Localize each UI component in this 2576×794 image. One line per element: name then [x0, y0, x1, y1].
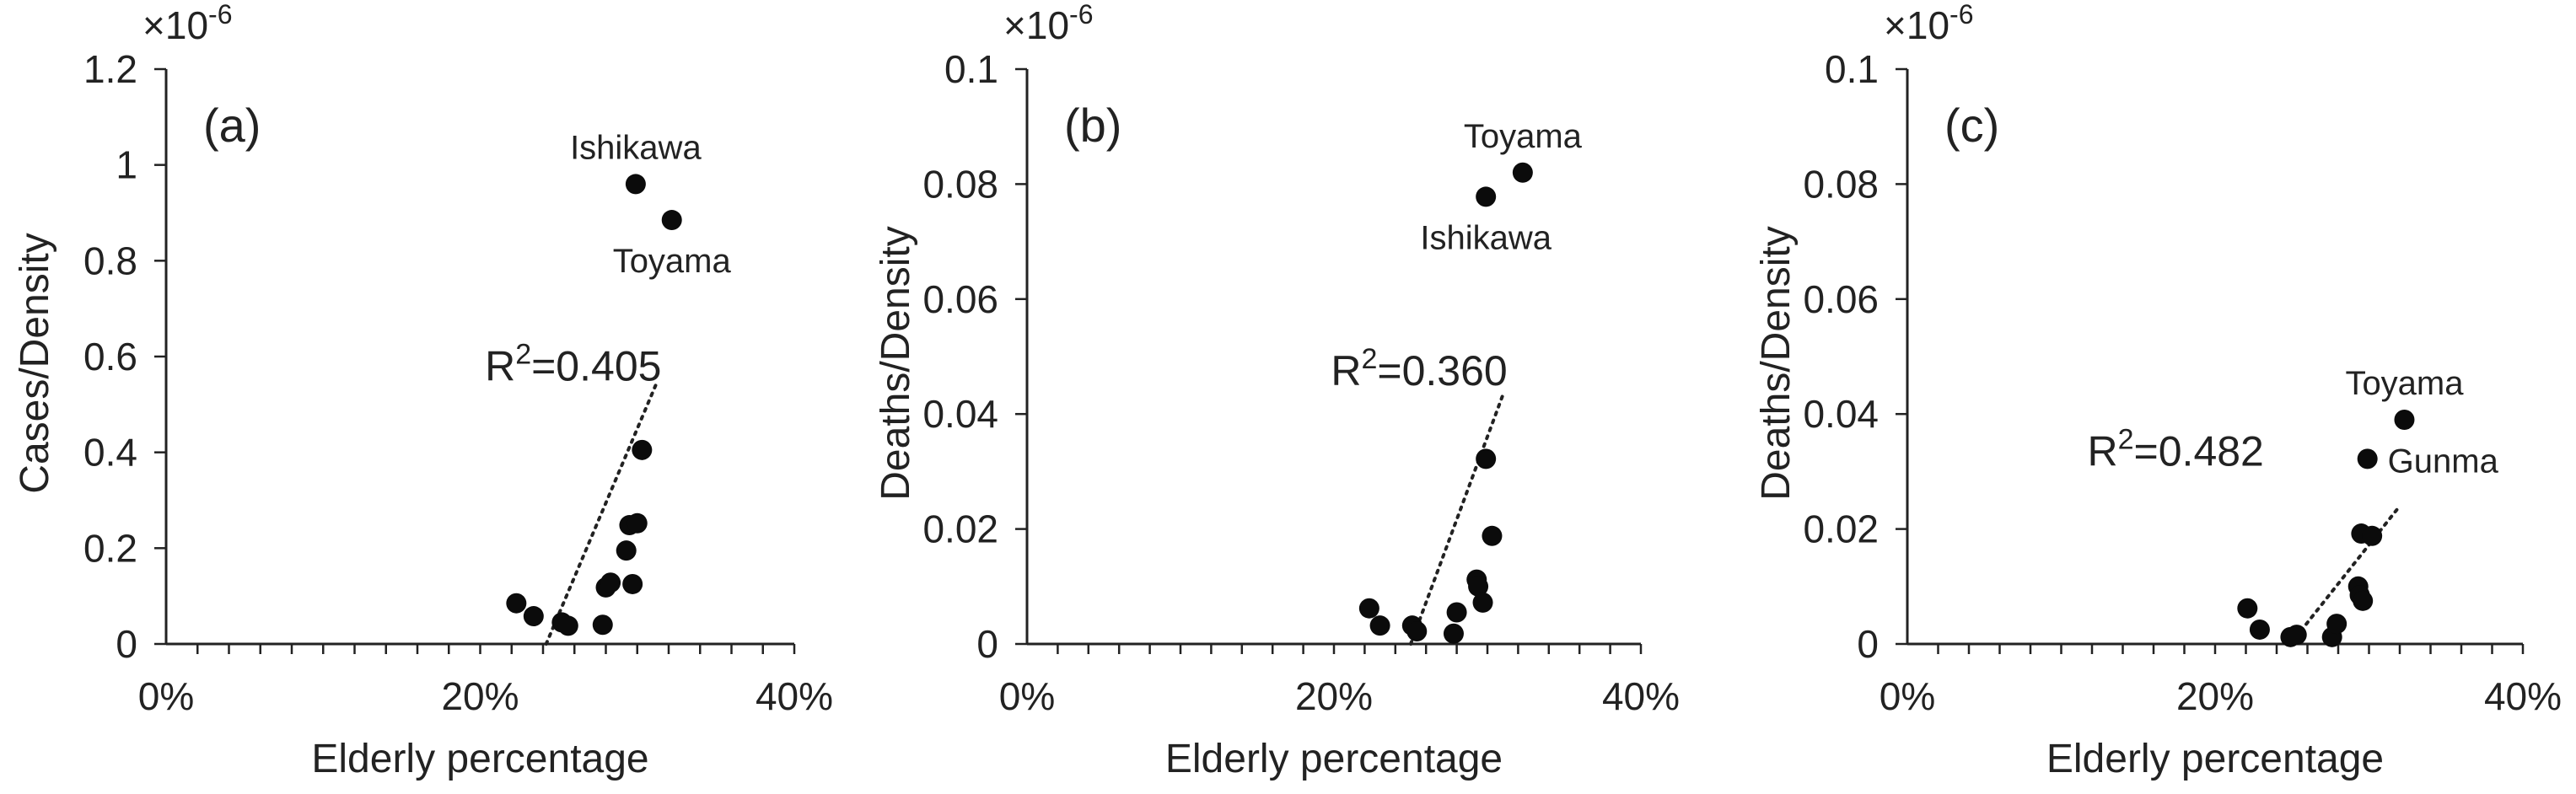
x-axis-title: Elderly percentage	[2046, 737, 2384, 781]
y-tick-label: 0.1	[944, 47, 998, 91]
data-point	[1468, 576, 1489, 597]
point-label: Toyama	[613, 243, 732, 280]
y-tick-label: 0.1	[1825, 47, 1879, 91]
data-point	[616, 540, 637, 561]
y-tick-label: 0.4	[83, 431, 137, 475]
y-scale-multiplier: ×10-6	[143, 0, 232, 47]
panel-label: (b)	[1064, 99, 1121, 152]
y-tick-label: 1.2	[83, 47, 137, 91]
data-point	[2237, 598, 2258, 619]
x-tick-label: 0%	[1880, 674, 1935, 718]
y-tick-label: 0.2	[83, 526, 137, 570]
y-axis-title: Deaths/Density	[874, 226, 918, 500]
x-tick-label: 20%	[1295, 674, 1373, 718]
y-tick-label: 0.08	[1803, 162, 1879, 206]
data-point	[1512, 162, 1533, 183]
y-axis-title: Cases/Density	[13, 233, 57, 493]
data-point	[600, 572, 621, 593]
x-axis-title: Elderly percentage	[311, 737, 648, 781]
data-point	[557, 615, 578, 636]
r-squared-label: R2=0.360	[1331, 343, 1507, 394]
y-tick-label: 0	[1857, 622, 1879, 666]
data-point	[2286, 625, 2307, 646]
data-point	[2353, 590, 2374, 611]
data-point	[1472, 592, 1493, 613]
data-point	[661, 210, 682, 231]
data-point	[2357, 448, 2378, 469]
data-point	[1476, 186, 1497, 207]
point-label: Ishikawa	[1420, 219, 1552, 256]
data-point	[523, 606, 544, 627]
data-point	[1369, 615, 1390, 636]
x-tick-label: 40%	[2484, 674, 2562, 718]
panel-label: (c)	[1944, 99, 1999, 152]
data-point	[1446, 602, 1467, 623]
x-tick-label: 20%	[2176, 674, 2254, 718]
data-point	[2394, 410, 2415, 431]
trendline	[1409, 389, 1507, 646]
data-point	[506, 593, 527, 614]
data-point	[1358, 598, 1379, 619]
x-tick-label: 0%	[138, 674, 194, 718]
y-tick-label: 0.02	[1803, 507, 1879, 551]
trendline	[544, 378, 659, 646]
panel-label: (a)	[203, 99, 261, 152]
point-label: Toyama	[2345, 365, 2464, 402]
data-point	[1406, 620, 1428, 641]
x-tick-label: 0%	[999, 674, 1055, 718]
y-tick-label: 0.04	[1803, 392, 1879, 436]
y-tick-label: 0.02	[922, 507, 998, 551]
data-point	[1443, 623, 1464, 644]
x-tick-label: 20%	[441, 674, 519, 718]
y-tick-label: 0.06	[922, 277, 998, 321]
data-point	[1476, 448, 1497, 469]
data-point	[2326, 614, 2347, 635]
y-scale-multiplier: ×10-6	[1884, 0, 1973, 47]
y-tick-label: 0.08	[922, 162, 998, 206]
trendline	[2288, 504, 2401, 646]
y-tick-label: 0.06	[1803, 277, 1879, 321]
y-tick-label: 0	[976, 622, 998, 666]
y-tick-label: 0.8	[83, 239, 137, 282]
data-point	[592, 614, 613, 636]
y-tick-label: 0	[116, 622, 137, 666]
data-point	[2249, 619, 2270, 640]
x-tick-label: 40%	[1602, 674, 1680, 718]
data-point	[627, 512, 648, 534]
r-squared-label: R2=0.482	[2088, 424, 2264, 475]
x-axis-title: Elderly percentage	[1165, 737, 1503, 781]
r-squared-label: R2=0.405	[485, 338, 661, 389]
point-label: Ishikawa	[570, 129, 702, 166]
y-tick-label: 1	[116, 143, 137, 187]
data-point	[632, 439, 653, 460]
y-tick-label: 0.04	[922, 392, 998, 436]
data-point	[622, 573, 643, 594]
chart-panel-3: 0% 20% 40% 0 0.02 0.04 0.06 0.08 0.1×10-6 (c) Elde…	[1754, 0, 2562, 781]
chart-panel-1: 0% 20% 40% 0 0.2 0.4 0.6 0.8 1 1.2×10-6 (a) Elderly…	[13, 0, 833, 781]
data-point	[625, 174, 646, 195]
chart-panel-2: 0% 20% 40% 0 0.02 0.04 0.06 0.08 0.1×10-6 (b) Elde…	[874, 0, 1680, 781]
y-axis-title: Deaths/Density	[1754, 226, 1799, 500]
x-tick-label: 40%	[756, 674, 833, 718]
y-scale-multiplier: ×10-6	[1003, 0, 1093, 47]
point-label: Gunma	[2388, 443, 2499, 480]
point-label: Toyama	[1464, 118, 1583, 155]
data-point	[2362, 525, 2383, 546]
data-point	[1482, 525, 1503, 546]
y-tick-label: 0.6	[83, 335, 137, 378]
